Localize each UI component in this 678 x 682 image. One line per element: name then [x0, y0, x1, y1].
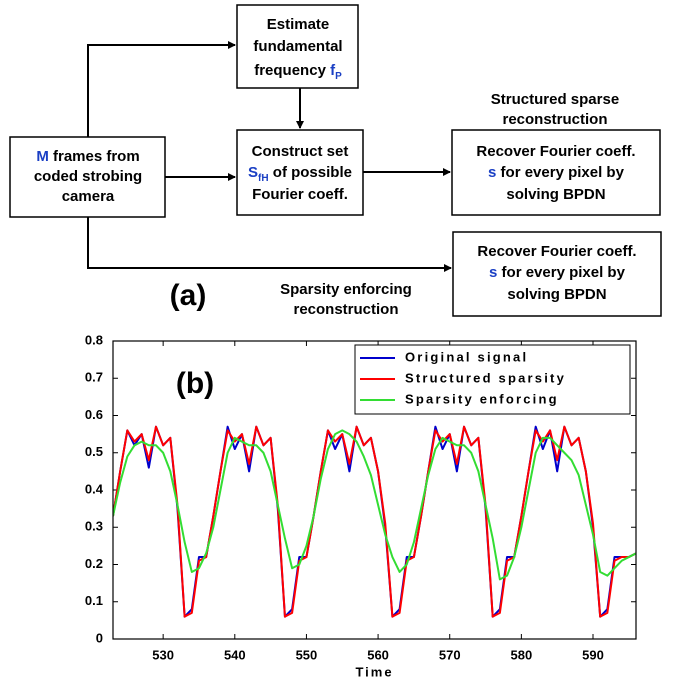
node-line: s for every pixel by: [488, 164, 625, 181]
x-tick-label: 540: [224, 647, 246, 662]
node-line: Construct set: [252, 143, 349, 160]
plot-lines: [113, 425, 636, 618]
node-box: [236, 129, 364, 216]
node-line: coded strobing: [34, 168, 142, 185]
node-text: frequency: [254, 62, 326, 79]
node-text: of possible: [273, 164, 352, 181]
node-line: SfH of possible: [248, 164, 352, 184]
node-text: S: [248, 164, 258, 181]
y-tick-label: 0: [96, 630, 103, 645]
node-subscript: fH: [258, 173, 269, 184]
node-box: [9, 136, 166, 218]
y-tick-label: 0.4: [85, 481, 104, 496]
node-line: Fourier coeff.: [252, 186, 348, 203]
node-line: solving BPDN: [507, 286, 606, 303]
node-line: Estimate: [267, 16, 330, 33]
y-tick-label: 0.3: [85, 519, 103, 534]
node-line: M frames from: [36, 148, 139, 165]
x-axis-label: Time: [355, 664, 393, 679]
diagram: M frames from coded strobing camera Esti…: [9, 4, 662, 318]
node-text: for every pixel by: [502, 264, 626, 281]
x-tick-label: 550: [296, 647, 318, 662]
legend-label: Original signal: [405, 349, 528, 364]
x-tick-label: 530: [152, 647, 174, 662]
y-tick-label: 0.1: [85, 593, 103, 608]
node-text: for every pixel by: [501, 164, 625, 181]
arrow: [87, 41, 236, 137]
node-line: s for every pixel by: [489, 264, 626, 281]
node-text: M: [36, 148, 49, 165]
node-text: f: [330, 62, 336, 79]
edge-label: Sparsity enforcing: [280, 281, 412, 298]
node-line: solving BPDN: [506, 186, 605, 203]
y-tick-label: 0.6: [85, 407, 103, 422]
legend-label: Sparsity enforcing: [405, 391, 559, 406]
node-subscript: P: [335, 71, 342, 82]
y-tick-label: 0.5: [85, 444, 103, 459]
edge-label: Structured sparse: [491, 91, 619, 108]
edge-label: reconstruction: [502, 111, 607, 128]
y-tick-label: 0.8: [85, 332, 103, 347]
panel-label: (b): [176, 367, 214, 400]
arrow: [87, 217, 452, 272]
node-box: [451, 129, 661, 216]
plot-frame: [112, 340, 637, 640]
chart: 0 0.1 0.2 0.3 0.4 0.5 0.6 0.7 0.8 530 540 550 560 570…: [85, 332, 637, 679]
x-tick-label: 590: [582, 647, 604, 662]
node-line: Recover Fourier coeff.: [476, 143, 635, 160]
node-text: frames from: [53, 148, 140, 165]
node-box: [452, 231, 662, 317]
legend-box: [354, 344, 631, 415]
panel-label: (a): [170, 279, 207, 312]
node-box: [236, 4, 359, 89]
x-tick-label: 570: [439, 647, 461, 662]
node-text: s: [488, 164, 496, 181]
x-tick-label: 580: [511, 647, 533, 662]
node-line: fundamental: [253, 38, 342, 55]
series-line: [113, 425, 636, 618]
x-tick-label: 560: [367, 647, 389, 662]
edge-label: reconstruction: [293, 301, 398, 318]
node-text: s: [489, 264, 497, 281]
legend-label: Structured sparsity: [405, 370, 566, 385]
series-line: [113, 429, 636, 581]
node-line: frequency fP: [254, 62, 342, 82]
node-line: Recover Fourier coeff.: [477, 243, 636, 260]
y-tick-label: 0.2: [85, 556, 103, 571]
y-tick-label: 0.7: [85, 370, 103, 385]
node-line: camera: [62, 188, 115, 205]
